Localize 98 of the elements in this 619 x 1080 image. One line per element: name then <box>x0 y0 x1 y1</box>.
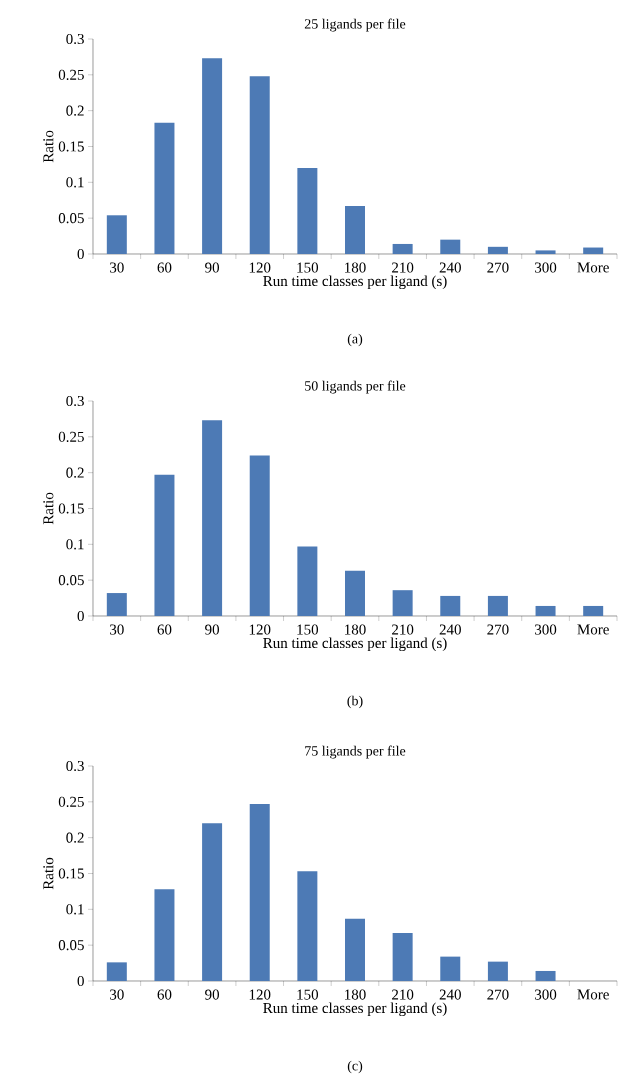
bar <box>440 239 461 254</box>
text: (c) <box>347 1060 363 1074</box>
bar <box>487 246 508 254</box>
text: (a) <box>347 333 363 347</box>
bar <box>583 605 604 616</box>
y-tick-label: 0.2 <box>66 467 84 478</box>
x-tick-label: 300 <box>535 262 557 273</box>
bar <box>249 76 270 254</box>
x-tick-label: 90 <box>205 989 220 1000</box>
y-tick-label: 0.15 <box>58 868 84 879</box>
x-tick-label: 300 <box>535 624 557 635</box>
x-tick-label: 210 <box>392 624 414 635</box>
bar <box>106 962 127 981</box>
bar <box>345 918 365 981</box>
y-tick-label: 0.1 <box>66 539 84 550</box>
x-tick-label: 120 <box>249 624 271 635</box>
y-tick-label: 0.3 <box>66 395 84 407</box>
bar <box>154 474 175 616</box>
bar <box>297 871 318 981</box>
x-tick-label: 30 <box>110 989 124 1000</box>
y-tick-label: 0.15 <box>58 503 84 514</box>
y-tick-label: 0.3 <box>66 33 84 45</box>
x-tick-label: 270 <box>487 624 509 635</box>
x-tick-label: 30 <box>110 262 124 273</box>
y-tick-label: 0.05 <box>58 575 84 586</box>
x-tick-label: 210 <box>392 262 414 273</box>
bar <box>392 243 413 254</box>
x-tick-label: 60 <box>157 624 172 635</box>
bar <box>535 250 556 254</box>
bar <box>440 956 461 981</box>
y-tick-label: 0.05 <box>58 940 84 951</box>
y-tick-label: 0.1 <box>66 904 84 915</box>
y-tick-label: 0 <box>77 975 84 987</box>
y-axis-title: Ratio <box>43 130 54 163</box>
bar <box>202 420 223 616</box>
x-tick-label: 180 <box>345 262 366 273</box>
bar <box>535 605 556 616</box>
x-tick-label: 120 <box>249 989 271 1000</box>
x-tick-label: 90 <box>205 262 220 273</box>
x-axis-title: Run time classes per ligand (s) <box>263 1002 447 1017</box>
bar <box>583 247 604 254</box>
x-tick-label: 180 <box>345 989 366 1000</box>
y-tick-label: 0.05 <box>58 213 84 224</box>
bar <box>345 570 365 616</box>
bar <box>249 455 270 616</box>
y-axis-title: Ratio <box>43 857 54 890</box>
y-tick-label: 0.1 <box>66 177 84 188</box>
bar <box>297 546 318 616</box>
bar <box>249 803 270 981</box>
bar <box>440 595 461 616</box>
bar <box>297 167 318 254</box>
y-tick-label: 0.25 <box>58 796 84 807</box>
x-tick-label: 240 <box>439 989 461 1000</box>
chart-title: 25 ligands per file <box>304 18 406 32</box>
bar <box>487 595 508 616</box>
y-tick-label: 0.15 <box>58 141 84 152</box>
x-tick-label: 270 <box>487 989 509 1000</box>
x-tick-label: 300 <box>535 989 557 1000</box>
bar <box>106 593 127 616</box>
x-tick-label: 240 <box>439 262 461 273</box>
y-axis-title: Ratio <box>43 492 54 525</box>
x-tick-label: 60 <box>157 262 172 273</box>
bar <box>345 205 365 254</box>
x-tick-label: More <box>577 624 609 635</box>
x-tick-label: 240 <box>439 624 461 635</box>
y-tick-label: 0.2 <box>66 832 84 843</box>
x-tick-label: More <box>577 262 609 273</box>
bar <box>535 970 556 981</box>
text: (b) <box>347 695 363 709</box>
x-tick-label: More <box>577 989 609 1000</box>
x-tick-label: 210 <box>392 989 414 1000</box>
x-tick-label: 270 <box>487 262 509 273</box>
x-tick-label: 150 <box>297 624 319 635</box>
y-tick-label: 0.2 <box>66 105 84 116</box>
y-tick-label: 0 <box>77 248 84 260</box>
bar <box>487 961 508 981</box>
chart-title: 75 ligands per file <box>305 745 406 759</box>
x-axis-title: Run time classes per ligand (s) <box>263 637 447 652</box>
bar <box>202 823 223 981</box>
y-tick-label: 0 <box>77 610 84 622</box>
x-tick-label: 150 <box>297 989 319 1000</box>
x-tick-label: 30 <box>110 624 124 635</box>
x-tick-label: 180 <box>345 624 366 635</box>
bar <box>392 932 413 981</box>
x-axis-title: Run time classes per ligand (s) <box>263 275 447 290</box>
x-tick-label: 60 <box>157 989 172 1000</box>
bar <box>202 58 223 254</box>
y-tick-label: 0.3 <box>66 760 84 772</box>
bar <box>392 590 413 616</box>
x-tick-label: 90 <box>205 624 220 635</box>
bar <box>154 889 175 981</box>
bar <box>106 215 127 254</box>
bar <box>154 122 175 254</box>
y-tick-label: 0.25 <box>58 69 84 80</box>
x-tick-label: 120 <box>249 262 271 273</box>
chart-title: 50 ligands per file <box>305 380 406 394</box>
y-tick-label: 0.25 <box>58 431 84 442</box>
x-tick-label: 150 <box>297 262 319 273</box>
